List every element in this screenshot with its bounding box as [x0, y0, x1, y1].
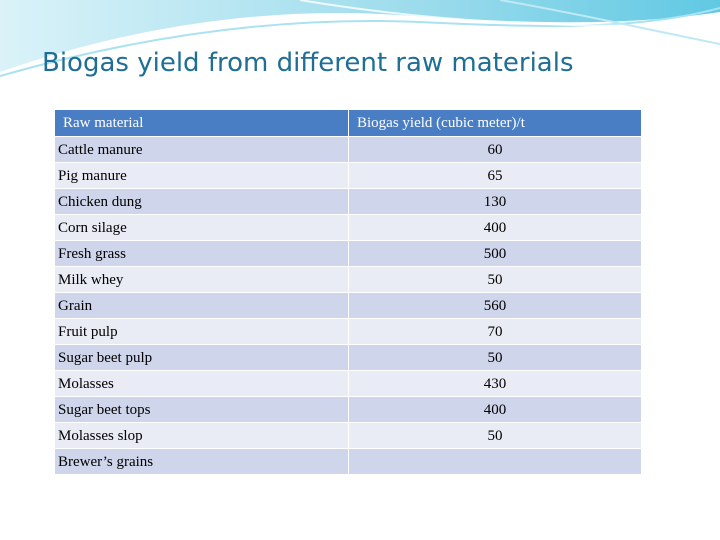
table-body: Cattle manure 60 Pig manure 65 Chicken dung 1… [54, 136, 642, 475]
raw-material-cell: Sugar beet pulp [54, 344, 349, 371]
table-header-row: Raw material Biogas yield (cubic meter)/… [54, 109, 642, 137]
raw-material-cell: Pig manure [54, 162, 349, 189]
raw-material-cell: Molasses [54, 370, 349, 397]
table-row: Milk whey 50 [54, 266, 642, 293]
raw-material-cell: Chicken dung [54, 188, 349, 215]
raw-material-cell: Fresh grass [54, 240, 349, 267]
slide-title: Biogas yield from different raw material… [42, 48, 574, 78]
raw-material-cell: Cattle manure [54, 136, 349, 163]
column-header-raw-material: Raw material [54, 109, 349, 137]
raw-material-cell: Grain [54, 292, 349, 319]
raw-material-cell: Milk whey [54, 266, 349, 293]
table-row: Fruit pulp 70 [54, 318, 642, 345]
table-row: Sugar beet tops 400 [54, 396, 642, 423]
biogas-yield-cell: 130 [348, 188, 642, 215]
table-row: Molasses slop 50 [54, 422, 642, 449]
raw-material-cell: Brewer’s grains [54, 448, 349, 475]
table-row: Brewer’s grains [54, 448, 642, 475]
biogas-yield-cell: 430 [348, 370, 642, 397]
table-row: Sugar beet pulp 50 [54, 344, 642, 371]
biogas-yield-cell: 50 [348, 266, 642, 293]
table-row: Fresh grass 500 [54, 240, 642, 267]
table-row: Grain 560 [54, 292, 642, 319]
biogas-yield-table: Raw material Biogas yield (cubic meter)/… [54, 109, 642, 475]
table-row: Chicken dung 130 [54, 188, 642, 215]
biogas-yield-cell: 70 [348, 318, 642, 345]
raw-material-cell: Sugar beet tops [54, 396, 349, 423]
decorative-wave-banner [0, 0, 720, 84]
biogas-yield-cell: 400 [348, 396, 642, 423]
biogas-yield-cell: 65 [348, 162, 642, 189]
column-header-biogas-yield: Biogas yield (cubic meter)/t [348, 109, 642, 137]
table-row: Molasses 430 [54, 370, 642, 397]
raw-material-cell: Fruit pulp [54, 318, 349, 345]
biogas-yield-cell [348, 448, 642, 475]
raw-material-cell: Corn silage [54, 214, 349, 241]
biogas-yield-cell: 50 [348, 422, 642, 449]
table-row: Cattle manure 60 [54, 136, 642, 163]
biogas-yield-cell: 560 [348, 292, 642, 319]
biogas-yield-cell: 400 [348, 214, 642, 241]
table-row: Pig manure 65 [54, 162, 642, 189]
raw-material-cell: Molasses slop [54, 422, 349, 449]
biogas-yield-cell: 60 [348, 136, 642, 163]
biogas-yield-cell: 50 [348, 344, 642, 371]
table-row: Corn silage 400 [54, 214, 642, 241]
biogas-yield-cell: 500 [348, 240, 642, 267]
